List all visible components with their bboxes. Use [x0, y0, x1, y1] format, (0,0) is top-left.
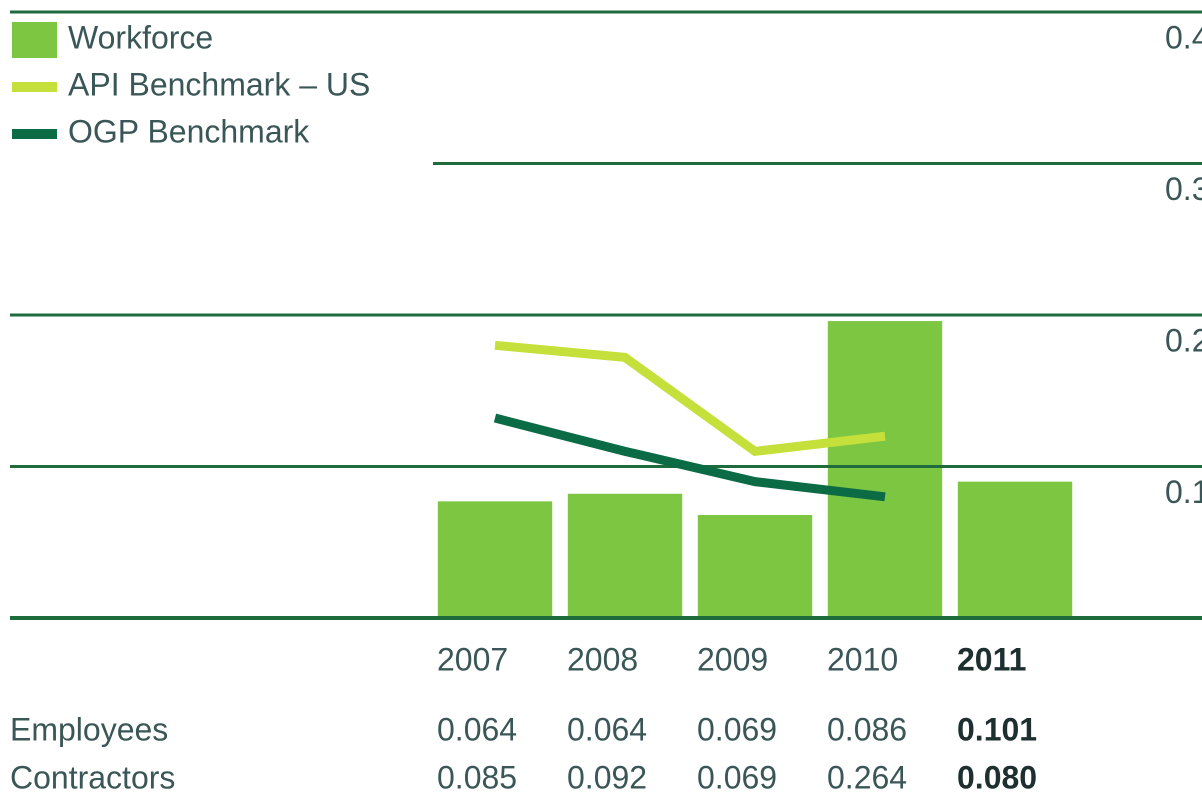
table-cell: 0.080 — [957, 759, 1037, 795]
bar — [437, 501, 553, 618]
y-tick-label: 0.3 — [1165, 171, 1202, 207]
table-cell: 0.101 — [957, 711, 1037, 747]
bar — [827, 321, 943, 618]
legend-label: OGP Benchmark — [68, 113, 310, 149]
y-tick-label: 0.1 — [1165, 474, 1202, 510]
legend-swatch — [12, 22, 57, 58]
table-cell: 0.069 — [697, 759, 777, 795]
x-tick-label: 2010 — [827, 641, 898, 677]
legend-label: API Benchmark – US — [68, 66, 370, 102]
row-label: Contractors — [10, 759, 175, 795]
y-tick-label: 0.4 — [1165, 19, 1202, 55]
legend-swatch — [12, 129, 57, 139]
row-label: Employees — [10, 711, 168, 747]
table-cell: 0.086 — [827, 711, 907, 747]
x-tick-label: 2009 — [697, 641, 768, 677]
legend-label: Workforce — [68, 19, 213, 55]
line-series — [494, 340, 886, 457]
x-tick-label: 2007 — [437, 641, 508, 677]
bar — [957, 481, 1073, 618]
y-tick-label: 0.2 — [1165, 322, 1202, 358]
table-cell: 0.085 — [437, 759, 517, 795]
table-cell: 0.264 — [827, 759, 907, 795]
line-series — [493, 413, 886, 502]
legend-swatch — [12, 82, 57, 92]
table-cell: 0.092 — [567, 759, 647, 795]
table-cell: 0.069 — [697, 711, 777, 747]
table-cell: 0.064 — [567, 711, 647, 747]
bar — [567, 493, 683, 618]
x-tick-label: 2008 — [567, 641, 638, 677]
x-tick-label: 2011 — [957, 641, 1026, 677]
bar — [697, 514, 813, 618]
table-cell: 0.064 — [437, 711, 517, 747]
